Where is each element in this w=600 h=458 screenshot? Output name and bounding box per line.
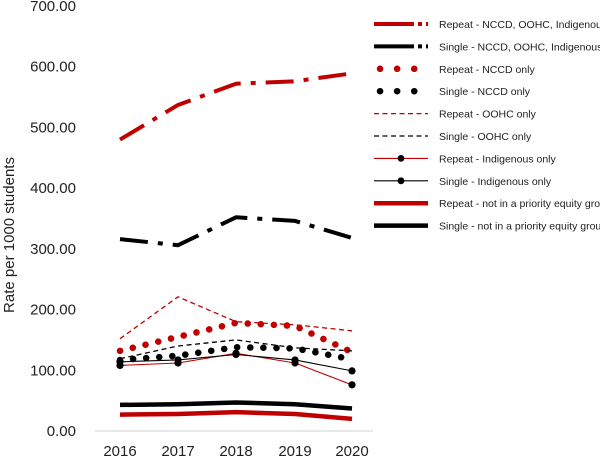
series-2: [119, 215, 353, 248]
legend: Repeat - NCCD, OOHC, Indigenous Single - …: [374, 19, 600, 233]
legend-label: Single - OOHC only: [439, 131, 532, 143]
y-tick-label: 400.00: [30, 180, 76, 197]
series-line: [118, 71, 353, 142]
y-axis: 0.00 100.00 200.00 300.00 400.00 500.00 600.00…: [30, 0, 76, 440]
series-line: [119, 409, 353, 422]
plot-series: [116, 71, 356, 422]
legend-item: Repeat - OOHC only: [374, 109, 537, 121]
data-point: [348, 367, 356, 375]
legend-label: Repeat - not in a priority equity group: [439, 198, 600, 210]
legend-label: Single - NCCD, OOHC, Indigenous: [439, 41, 600, 53]
x-tick-label: 2020: [335, 443, 368, 458]
y-tick-label: 200.00: [30, 302, 76, 319]
x-axis: 2016 2017 2018 2019 2020: [95, 430, 373, 458]
x-tick-label: 2016: [103, 443, 136, 458]
legend-item: Single - not in a priority equity group: [374, 221, 600, 233]
data-point: [232, 350, 240, 359]
series-9: [119, 409, 353, 422]
legend-item: Single - OOHC only: [374, 131, 532, 143]
legend-label: Single - NCCD only: [439, 86, 531, 98]
legend-marker: [397, 177, 405, 185]
series-line: [119, 339, 353, 360]
x-tick-label: 2018: [219, 443, 252, 458]
x-tick-label: 2017: [161, 443, 194, 458]
series-line: [119, 296, 353, 340]
y-tick-label: 500.00: [30, 119, 76, 136]
y-tick-label: 100.00: [30, 362, 76, 379]
legend-item: Single - Indigenous only: [374, 176, 552, 188]
series-line: [119, 400, 353, 411]
series-4: [116, 343, 356, 364]
data-point: [116, 358, 124, 366]
series-line: [119, 215, 353, 248]
legend-label: Repeat - Indigenous only: [439, 153, 556, 165]
legend-label: Repeat - NCCD, OOHC, Indigenous: [439, 19, 600, 31]
y-tick-label: 300.00: [30, 241, 76, 258]
series-1: [118, 71, 353, 142]
series-5: [119, 296, 353, 340]
y-tick-label: 0.00: [47, 423, 76, 440]
legend-label: Single - not in a priority equity group: [439, 221, 600, 233]
series-line: [116, 343, 356, 364]
y-tick-label: 600.00: [30, 59, 76, 76]
series-8: [116, 350, 356, 375]
legend-label: Repeat - NCCD only: [439, 64, 535, 76]
series-3: [116, 319, 356, 356]
series-line: [116, 319, 356, 356]
legend-label: Repeat - OOHC only: [439, 109, 537, 121]
data-point: [348, 381, 356, 389]
series-6: [119, 339, 353, 360]
data-point: [174, 356, 182, 364]
legend-item: Repeat - NCCD, OOHC, Indigenous: [374, 19, 600, 31]
legend-item: Repeat - Indigenous only: [374, 153, 556, 165]
series-10: [119, 400, 353, 411]
legend-item: Single - NCCD, OOHC, Indigenous: [374, 41, 600, 53]
legend-label: Single - Indigenous only: [439, 176, 552, 188]
legend-item: Repeat - NCCD only: [376, 64, 535, 76]
y-axis-title: Rate per 1000 students: [1, 157, 18, 313]
data-point: [291, 356, 299, 364]
x-tick-label: 2019: [278, 443, 311, 458]
y-tick-label: 700.00: [30, 0, 76, 15]
legend-item: Single - NCCD only: [376, 86, 531, 98]
legend-item: Repeat - not in a priority equity group: [374, 198, 600, 210]
legend-marker: [397, 155, 405, 162]
